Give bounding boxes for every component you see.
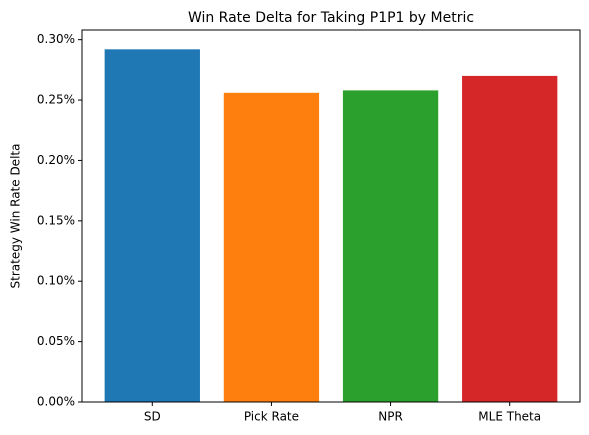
bar [462, 75, 558, 402]
x-tick-label: SD [144, 410, 161, 424]
y-tick-label: 0.10% [37, 274, 75, 288]
y-tick-label: 0.00% [37, 395, 75, 409]
bar [342, 90, 439, 402]
y-tick-label: 0.20% [37, 153, 75, 167]
y-axis-label: Strategy Win Rate Delta [9, 144, 23, 289]
x-tick-label: NPR [378, 410, 403, 424]
x-tick-label: MLE Theta [478, 410, 541, 424]
bar [104, 49, 200, 402]
y-tick-label: 0.05% [37, 334, 75, 348]
y-tick-label: 0.15% [37, 213, 75, 227]
y-tick-label: 0.25% [37, 93, 75, 107]
chart-title: Win Rate Delta for Taking P1P1 by Metric [188, 10, 474, 26]
y-tick-label: 0.30% [37, 32, 75, 46]
x-tick-label: Pick Rate [244, 410, 299, 424]
bar [223, 92, 320, 403]
plot-frame [81, 29, 581, 403]
